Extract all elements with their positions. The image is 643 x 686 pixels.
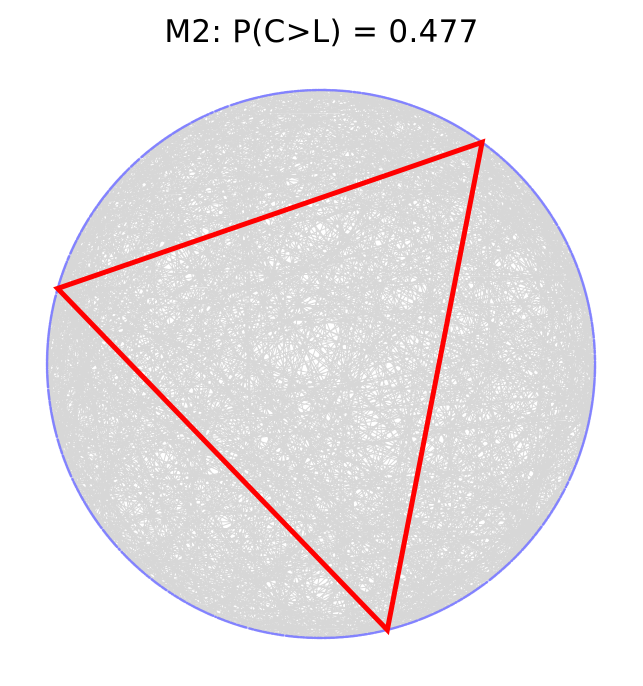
inscribed-triangle [53,138,486,636]
unit-circle [46,89,596,639]
chart-title: M2: P(C>L) = 0.477 [164,14,479,50]
chord-endpoints [45,88,597,640]
endpoint-layer [45,88,597,640]
